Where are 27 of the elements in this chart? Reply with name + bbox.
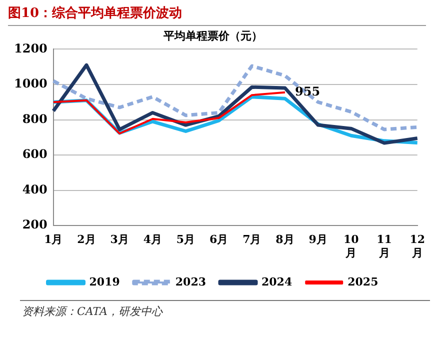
x-tick-label: 6月 [210, 233, 228, 246]
x-tick-label: 3月 [110, 233, 129, 246]
x-tick-label: 4月 [143, 233, 162, 246]
x-tick-label: 11月 [376, 233, 392, 260]
x-tick-label: 1月 [44, 233, 63, 246]
x-tick-label: 12月 [410, 233, 425, 260]
line-series [52, 64, 420, 132]
legend-label: 2025 [348, 275, 378, 288]
x-tick-label: 10月 [344, 233, 360, 260]
chart-subtitle: 平均单程票价（元） [162, 29, 262, 42]
y-tick-label: 1200 [14, 41, 48, 56]
y-tick-label: 1000 [14, 76, 48, 91]
y-tick-label: 800 [22, 112, 48, 126]
chart-title: 图10：综合平均单程票价波动 [8, 4, 182, 22]
annotation: 955 [295, 84, 320, 99]
y-tick-label: 200 [22, 218, 48, 232]
legend-label: 2024 [262, 275, 292, 288]
text: 资料来源：CATA，研发中心 [22, 304, 162, 319]
x-tick-label: 7月 [242, 233, 262, 246]
x-tick-label: 5月 [176, 233, 196, 246]
x-tick-label: 8月 [276, 233, 294, 246]
x-tick-label: 2月 [77, 233, 96, 246]
y-tick-label: 600 [22, 147, 48, 162]
x-tick-label: 9月 [308, 233, 328, 246]
y-tick-label: 400 [22, 182, 48, 196]
legend-label: 2019 [89, 275, 120, 288]
legend-label: 2023 [175, 275, 206, 288]
